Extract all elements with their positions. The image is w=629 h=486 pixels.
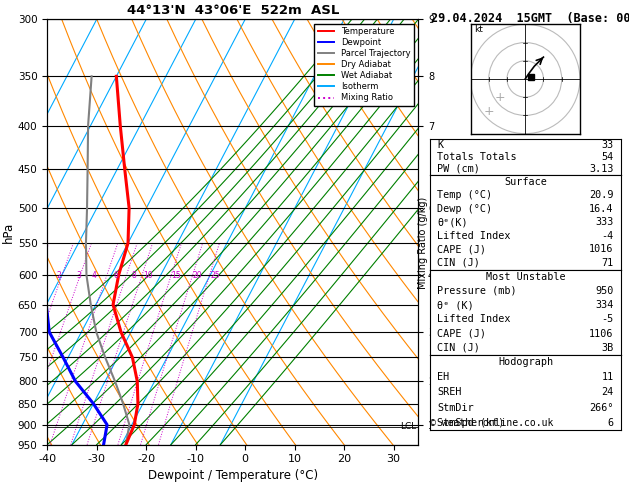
Text: 25: 25 — [210, 271, 220, 279]
Text: 33: 33 — [601, 139, 614, 150]
Text: 3: 3 — [77, 271, 82, 279]
Text: © weatheronline.co.uk: © weatheronline.co.uk — [430, 417, 553, 428]
Text: CIN (J): CIN (J) — [437, 258, 480, 268]
Text: 3.13: 3.13 — [589, 164, 614, 174]
Text: CAPE (J): CAPE (J) — [437, 244, 486, 255]
X-axis label: Dewpoint / Temperature (°C): Dewpoint / Temperature (°C) — [148, 469, 318, 482]
Text: 950: 950 — [596, 286, 614, 296]
Text: 266°: 266° — [589, 402, 614, 413]
Text: 71: 71 — [601, 258, 614, 268]
Text: 2: 2 — [57, 271, 62, 279]
Text: 4: 4 — [91, 271, 96, 279]
Text: 3B: 3B — [601, 343, 614, 353]
Text: kt: kt — [474, 25, 483, 34]
Y-axis label: hPa: hPa — [2, 222, 15, 243]
Text: Lifted Index: Lifted Index — [437, 314, 511, 324]
Text: +: + — [484, 105, 494, 118]
Text: Most Unstable: Most Unstable — [486, 272, 565, 282]
Text: SREH: SREH — [437, 387, 462, 398]
Text: +: + — [494, 91, 505, 104]
Text: 6: 6 — [608, 417, 614, 428]
Text: 20.9: 20.9 — [589, 190, 614, 200]
Text: PW (cm): PW (cm) — [437, 164, 480, 174]
Text: -4: -4 — [601, 231, 614, 241]
Text: 16.4: 16.4 — [589, 204, 614, 214]
Text: LCL: LCL — [401, 422, 417, 431]
Text: 54: 54 — [601, 152, 614, 162]
Text: 1106: 1106 — [589, 329, 614, 339]
Text: Lifted Index: Lifted Index — [437, 231, 511, 241]
Legend: Temperature, Dewpoint, Parcel Trajectory, Dry Adiabat, Wet Adiabat, Isotherm, Mi: Temperature, Dewpoint, Parcel Trajectory… — [314, 24, 414, 106]
Text: Dewp (°C): Dewp (°C) — [437, 204, 493, 214]
Text: 24: 24 — [601, 387, 614, 398]
Text: 6: 6 — [114, 271, 119, 279]
Text: Temp (°C): Temp (°C) — [437, 190, 493, 200]
Text: Surface: Surface — [504, 177, 547, 187]
Title: 44°13'N  43°06'E  522m  ASL: 44°13'N 43°06'E 522m ASL — [126, 4, 339, 17]
Text: 29.04.2024  15GMT  (Base: 00): 29.04.2024 15GMT (Base: 00) — [431, 12, 629, 25]
Text: 333: 333 — [596, 217, 614, 227]
Text: 10: 10 — [143, 271, 153, 279]
Text: K: K — [437, 139, 443, 150]
Text: 334: 334 — [596, 300, 614, 310]
Text: EH: EH — [437, 372, 450, 382]
Y-axis label: km
ASL: km ASL — [452, 221, 472, 243]
Text: CIN (J): CIN (J) — [437, 343, 480, 353]
Text: StmSpd (kt): StmSpd (kt) — [437, 417, 504, 428]
Text: 8: 8 — [131, 271, 136, 279]
Text: Pressure (mb): Pressure (mb) — [437, 286, 517, 296]
Text: θᵉ(K): θᵉ(K) — [437, 217, 468, 227]
Text: θᵉ (K): θᵉ (K) — [437, 300, 474, 310]
Text: Mixing Ratio (g/kg): Mixing Ratio (g/kg) — [418, 197, 428, 289]
Text: 20: 20 — [193, 271, 203, 279]
Text: Hodograph: Hodograph — [498, 357, 553, 367]
Text: 1016: 1016 — [589, 244, 614, 255]
Text: 15: 15 — [170, 271, 181, 279]
Text: Totals Totals: Totals Totals — [437, 152, 517, 162]
Text: -5: -5 — [601, 314, 614, 324]
Text: 11: 11 — [601, 372, 614, 382]
Text: StmDir: StmDir — [437, 402, 474, 413]
Text: CAPE (J): CAPE (J) — [437, 329, 486, 339]
